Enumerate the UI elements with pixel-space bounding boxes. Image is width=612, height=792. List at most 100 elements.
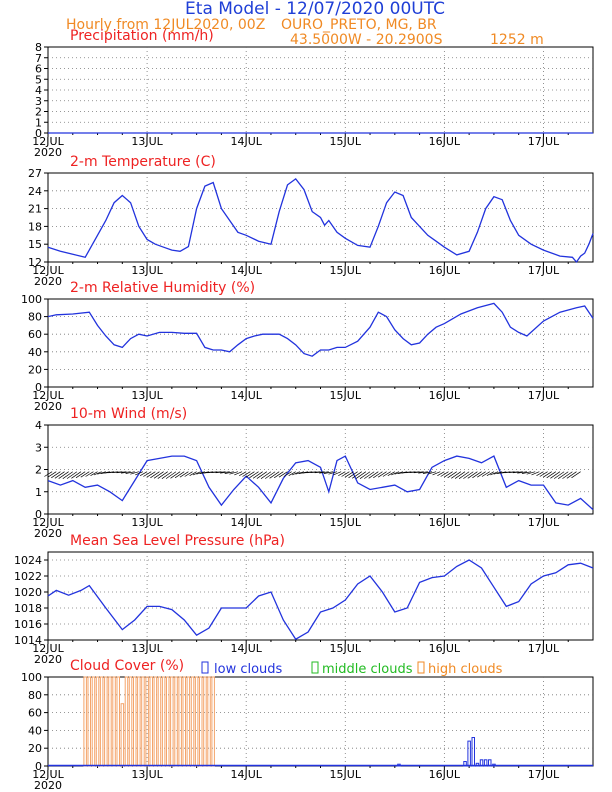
wind-vector [338,471,346,477]
wind-vector [566,471,577,479]
bar-high-cloud [112,676,116,767]
wind-vector [526,471,536,475]
bar-high-cloud [120,703,125,767]
y-tick-label: 4 [35,84,42,97]
x-tick-label: 15JUL [330,264,362,277]
x-tick-label: 16JUL [429,389,461,402]
wind-vector [265,471,276,479]
bar-high-cloud [95,676,100,767]
wind-vector [242,471,251,477]
wind-vector [71,471,82,479]
bar-high-cloud [124,676,129,767]
legend-high-label: high clouds [428,662,503,677]
y-tick-label: 12 [28,256,42,269]
panel-mslp: 1014 1016 1018 1020 1022 1024 12JUL 13JUL 14JUL 1… [14,533,594,666]
wind-vector [368,471,379,479]
wind-vector [44,471,53,477]
wind-vector [249,471,259,479]
wind-vector [539,471,548,477]
subtitle-elevation: 1252 m [490,32,544,48]
y-tick-label: 27 [28,167,42,180]
bar-high-cloud [190,676,195,767]
wind-vector [139,471,148,477]
y-tick-label: 6 [35,63,42,76]
bar-high-cloud [99,676,104,767]
x-tick-label: 16JUL [429,642,461,655]
bar-high-cloud [194,676,199,767]
y-tick-label: 21 [28,203,42,216]
wind-vector [256,471,268,479]
series-line-mslp [47,559,594,641]
wind-vector [355,471,367,479]
subtitle-location: OURO_PRETO, MG, BR [281,17,437,33]
wind-vector [440,471,449,477]
wind-vector [364,471,375,479]
wind-vector [352,471,362,479]
wind-vector [51,471,61,479]
cloud-legend: low clouds middle clouds high clouds [201,661,503,677]
wind-vector [571,471,581,479]
wind-vector [283,471,292,477]
y-tick-label: 8 [35,41,42,54]
wind-vector [454,471,466,479]
wind-vector [165,471,177,479]
x-tick-label: 12JUL [32,389,64,402]
x-tick-label: 15JUL [330,516,362,529]
wind-vector [143,471,152,477]
y-tick-label: 2 [35,464,42,477]
wind-vector [58,471,69,479]
wind-vector [472,471,482,479]
subtitle-run: Hourly from 12JUL2020, 00Z [66,17,265,33]
x-year-label: 2020 [34,400,62,413]
y-tick-label: 24 [28,185,42,198]
x-tick-label: 16JUL [429,516,461,529]
wind-vector [531,471,540,476]
wind-vector [215,471,226,474]
bar-high-cloud [199,676,203,767]
wind-vector [234,471,243,476]
x-tick-label: 15JUL [330,389,362,402]
wind-vector [157,471,168,479]
wind-vector [554,471,565,479]
y-tick-label: 0 [35,381,42,394]
y-tick-label: 15 [28,238,42,251]
wind-vector [348,471,358,479]
y-tick-label: 0 [35,508,42,521]
wind-vector [146,471,156,478]
bar-low-cloud [471,737,475,767]
bar-high-cloud [87,676,91,767]
x-tick-label: 17JUL [528,135,560,148]
legend-low-swatch [201,661,209,674]
y-tick-label: 40 [28,724,42,737]
x-tick-label: 17JUL [528,768,560,781]
x-tick-label: 17JUL [528,642,560,655]
y-tick-label: 5 [35,73,42,86]
bar-high-cloud [161,676,166,767]
wind-vector [260,471,272,479]
x-tick-label: 14JUL [230,264,262,277]
wind-vector [463,471,474,479]
wind-vector [467,471,478,479]
x-tick-label: 13JUL [131,389,163,402]
y-tick-label: 60 [28,328,42,341]
wind-vector [291,471,300,476]
x-tick-label: 17JUL [528,389,560,402]
wind-vector [373,471,383,479]
wind-vector [536,471,544,477]
bar-high-cloud [203,676,207,767]
wind-vector [382,471,391,477]
x-tick-label: 16JUL [429,768,461,781]
bar-high-cloud [186,676,191,767]
x-tick-label: 15JUL [330,642,362,655]
panel-title: Cloud Cover (%) [70,658,184,674]
legend-mid-swatch [311,661,319,674]
y-tick-label: 80 [28,689,42,702]
panel-frame [47,298,594,388]
x-tick-label: 14JUL [230,135,262,148]
wind-vector [418,471,428,474]
wind-vector [130,471,139,475]
wind-vector [93,471,102,476]
